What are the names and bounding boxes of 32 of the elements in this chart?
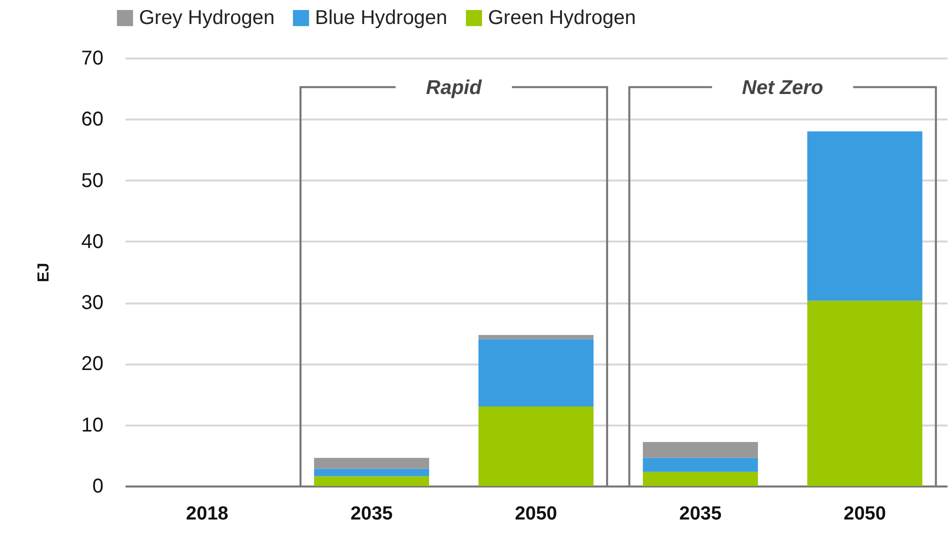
legend-label: Grey Hydrogen (139, 7, 275, 29)
bar (478, 406, 594, 486)
y-tick-label: 70 (81, 48, 104, 70)
y-axis-title: EJ (35, 262, 52, 282)
y-tick-label: 30 (81, 292, 104, 314)
bar (807, 300, 922, 486)
y-tick-label: 50 (81, 170, 104, 192)
bar (807, 131, 922, 301)
bar (314, 458, 430, 469)
y-tick-label: 0 (92, 476, 104, 498)
bar (642, 442, 758, 458)
x-tick-label: 2050 (844, 504, 886, 524)
annotation: Rapid (426, 77, 482, 100)
x-tick-label: 2050 (514, 504, 558, 524)
bar (314, 468, 430, 476)
bar (314, 476, 430, 486)
x-tick-label: 2035 (350, 504, 394, 524)
annotation: Net Zero (742, 77, 824, 100)
bar (642, 472, 758, 486)
y-tick-label: 40 (81, 230, 104, 253)
legend-label: Blue Hydrogen (315, 7, 448, 29)
bracket: Net Zero (628, 77, 937, 486)
bar (478, 339, 594, 407)
bar (642, 458, 758, 472)
x-tick-label: 2035 (679, 504, 722, 524)
legend-label: Green Hydrogen (488, 7, 636, 29)
y-tick-label: 10 (81, 414, 104, 436)
y-tick-label: 20 (81, 353, 104, 376)
bracket: Rapid (300, 77, 608, 486)
y-tick-label: 60 (81, 108, 104, 131)
bar (478, 334, 594, 340)
x-tick-label: 2018 (186, 504, 228, 524)
